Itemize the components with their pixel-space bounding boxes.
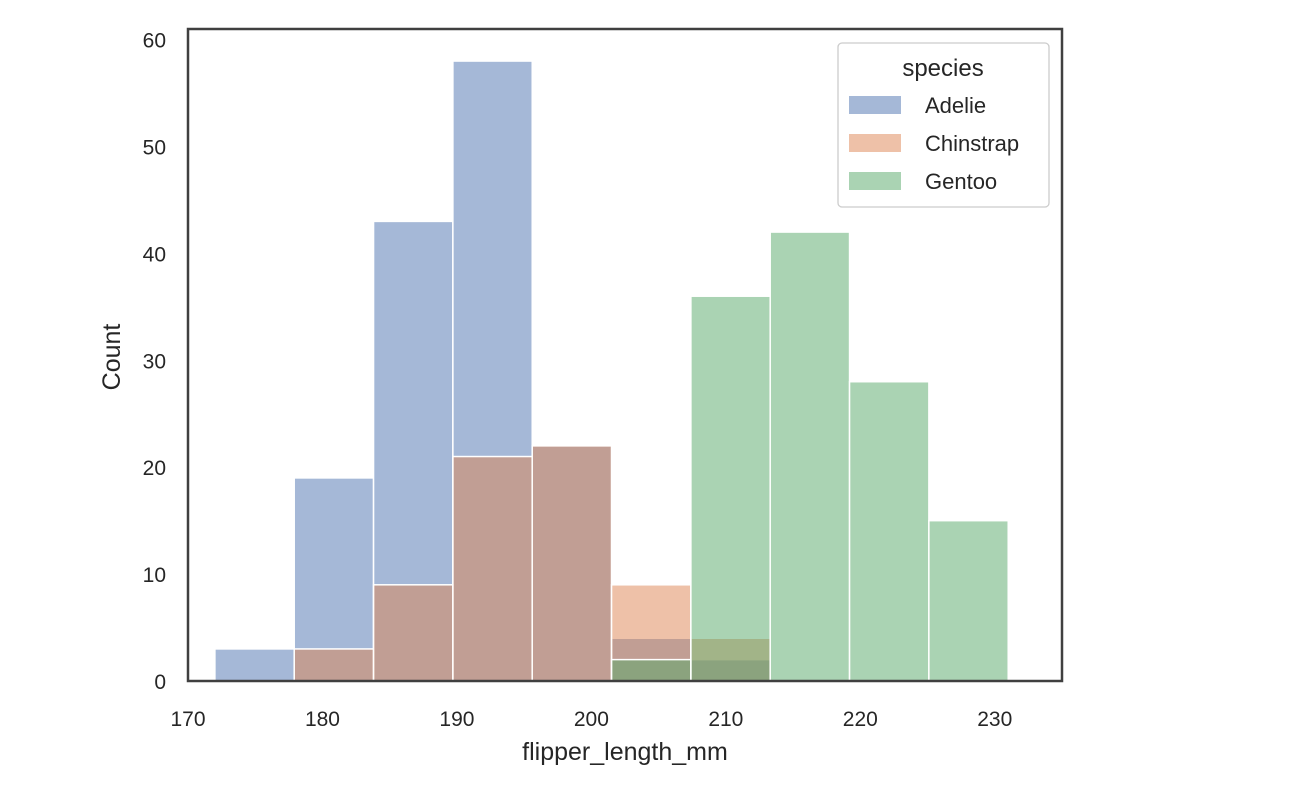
legend-label-adelie: Adelie bbox=[925, 93, 986, 118]
y-tick-label: 30 bbox=[143, 350, 166, 373]
legend-label-gentoo: Gentoo bbox=[925, 169, 997, 194]
legend-swatch-adelie bbox=[849, 96, 901, 114]
axes-frame bbox=[186, 27, 1064, 683]
x-axis-label: flipper_length_mm bbox=[522, 738, 728, 766]
legend-box bbox=[837, 42, 1050, 208]
y-tick-label: 10 bbox=[143, 564, 166, 587]
bar-chinstrap-bin-4 bbox=[531, 445, 613, 682]
legend-title: species bbox=[902, 55, 983, 82]
bars-layer bbox=[214, 60, 1009, 682]
bar-adelie-bin-0 bbox=[214, 648, 295, 682]
bar-gentoo-bin-6 bbox=[690, 295, 771, 682]
bar-gentoo-bin-9 bbox=[928, 519, 1009, 682]
x-tick-labels: 170 180 190 200 210 220 230 bbox=[170, 708, 1012, 731]
x-tick-label: 220 bbox=[843, 708, 878, 731]
series-gentoo bbox=[610, 231, 1009, 682]
x-tick-label: 210 bbox=[708, 708, 743, 731]
bar-chinstrap-bin-2 bbox=[372, 584, 454, 682]
bar-gentoo-bin-7 bbox=[769, 231, 851, 682]
bar-gentoo-bin-5 bbox=[610, 658, 692, 682]
legend-swatch-gentoo bbox=[849, 172, 901, 190]
bar-gentoo-bin-8 bbox=[848, 380, 930, 682]
legend-swatch-chinstrap bbox=[849, 134, 901, 152]
x-tick-label: 180 bbox=[305, 708, 340, 731]
legend: species Adelie Chinstrap Gentoo bbox=[837, 42, 1050, 208]
series-chinstrap bbox=[293, 445, 771, 682]
x-tick-label: 230 bbox=[977, 708, 1012, 731]
x-tick-label: 190 bbox=[439, 708, 474, 731]
x-tick-label: 170 bbox=[170, 708, 205, 731]
y-tick-label: 40 bbox=[143, 243, 166, 266]
bar-chinstrap-bin-3 bbox=[452, 455, 533, 682]
bar-adelie-bin-1 bbox=[293, 477, 375, 682]
legend-label-chinstrap: Chinstrap bbox=[925, 131, 1019, 156]
y-tick-labels: 0 10 20 30 40 50 60 bbox=[143, 30, 166, 694]
x-tick-label: 200 bbox=[574, 708, 609, 731]
legend-items: Adelie Chinstrap Gentoo bbox=[849, 93, 1019, 194]
bar-chinstrap-bin-1 bbox=[293, 648, 375, 682]
y-tick-label: 50 bbox=[143, 137, 166, 160]
y-tick-label: 0 bbox=[154, 671, 166, 694]
y-axis-label: Count bbox=[98, 324, 126, 391]
y-tick-label: 60 bbox=[143, 30, 166, 53]
y-tick-label: 20 bbox=[143, 457, 166, 480]
